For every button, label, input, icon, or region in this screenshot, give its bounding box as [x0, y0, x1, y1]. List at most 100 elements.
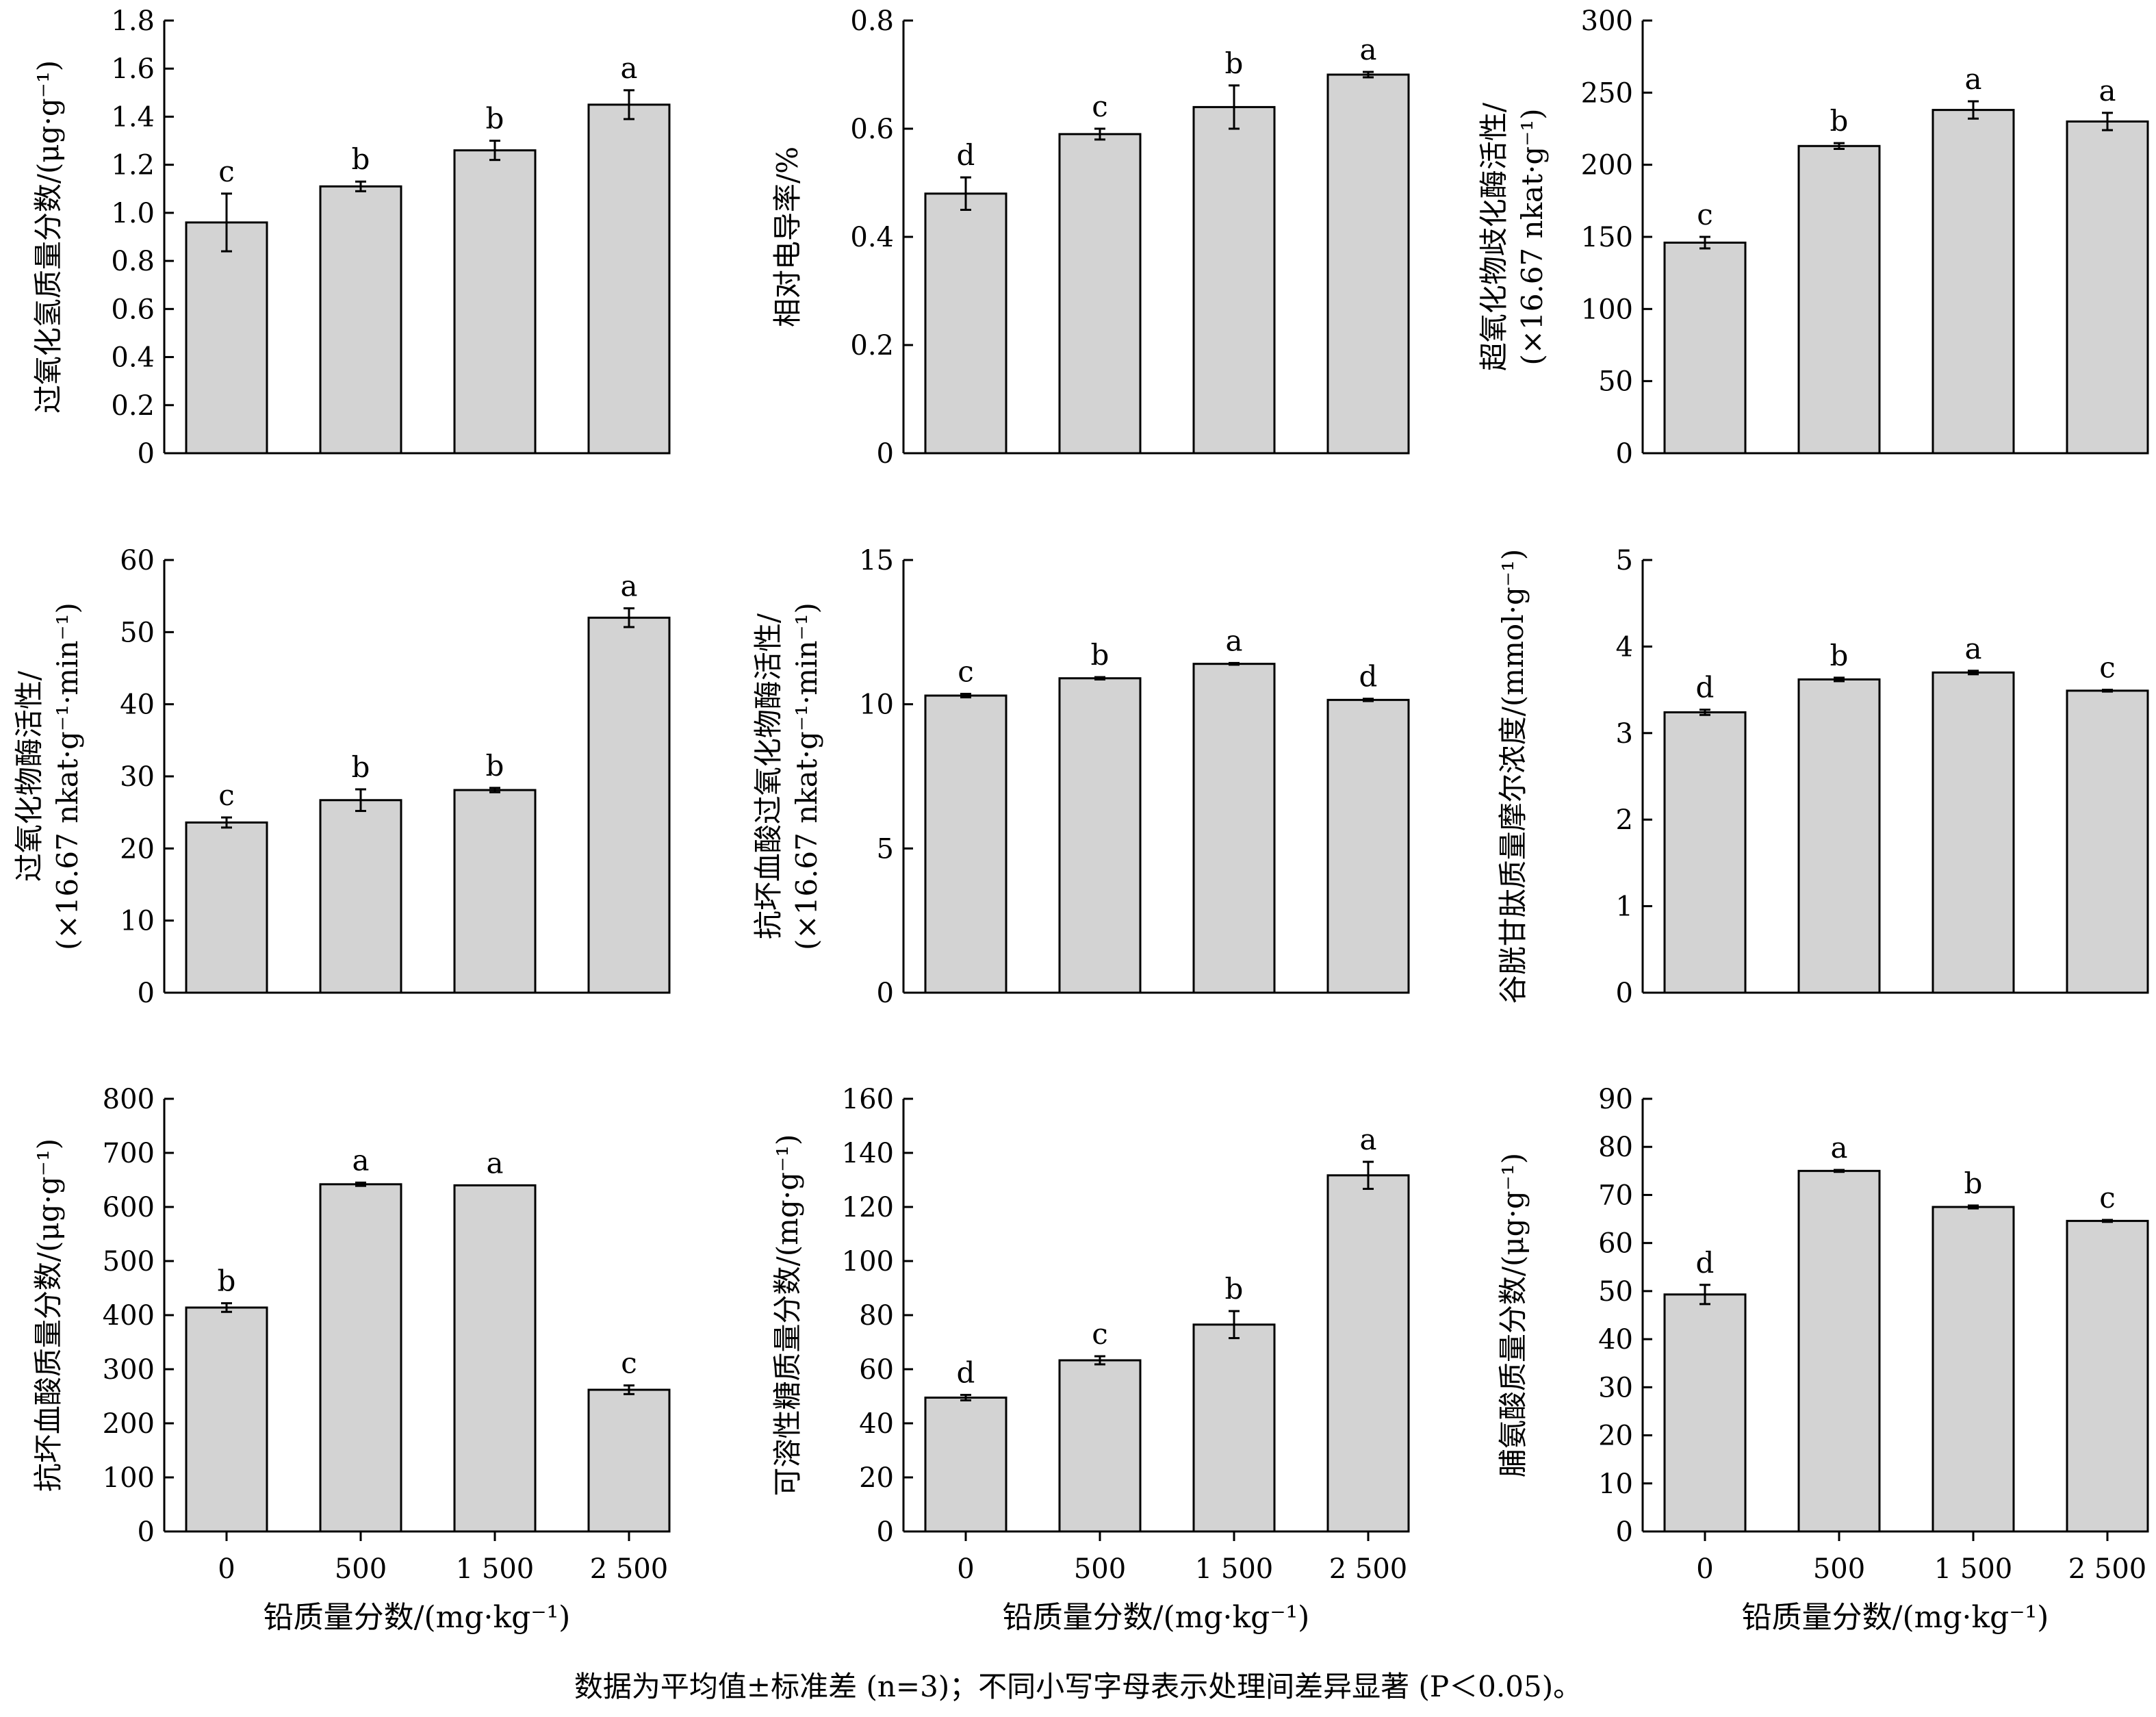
y-tick-label: 0.6 [111, 294, 155, 325]
y-tick-label: 80 [1598, 1132, 1633, 1163]
y-tick-label: 0 [1616, 1516, 1633, 1548]
y-tick-label: 140 [842, 1138, 894, 1169]
y-tick-label: 60 [1598, 1228, 1633, 1260]
y-tick-label: 10 [1598, 1468, 1633, 1500]
y-tick-label: 30 [1598, 1372, 1633, 1403]
significance-letter: c [621, 1347, 637, 1380]
chart-panel-7: 0 100 200 300 400 500 600 700 800 b 0 a 500 a 1 500 c 2 … [31, 1084, 671, 1635]
y-tick-label: 3 [1616, 718, 1633, 750]
y-tick-label: 0.4 [850, 222, 894, 253]
y-tick-label: 0 [1616, 438, 1633, 470]
y-tick-label: 90 [1598, 1084, 1633, 1115]
y-tick-label: 1.0 [111, 198, 155, 229]
y-tick-label: 300 [103, 1354, 155, 1386]
bar [1192, 1323, 1276, 1533]
bar [453, 149, 537, 455]
significance-letter: d [957, 1356, 975, 1390]
y-tick-label: 10 [859, 689, 894, 721]
y-tick-label: 60 [120, 545, 155, 576]
y-tick-label: 50 [1598, 366, 1633, 398]
y-tick-label: 0.4 [111, 342, 155, 374]
significance-letter: c [218, 155, 235, 188]
significance-letter: b [1964, 1167, 1983, 1200]
y-tick-label: 0 [877, 1516, 894, 1548]
bar [1932, 109, 2015, 455]
y-tick-label: 200 [103, 1408, 155, 1440]
bar [185, 821, 268, 994]
chart-panel-4: 0 10 20 30 40 50 60 c b b a 过氧化物酶活性/(×16.67 nkat·g⁻… [12, 545, 671, 1009]
y-axis-label: (×16.67 nkat·g⁻¹·min⁻¹) [51, 602, 84, 950]
y-tick-label: 1.2 [111, 150, 155, 181]
significance-letter: b [1830, 639, 1849, 672]
y-tick-label: 400 [103, 1300, 155, 1332]
bar [924, 192, 1008, 455]
y-tick-label: 100 [103, 1462, 155, 1494]
bar [1932, 1206, 2015, 1533]
chart-panel-8: 0 20 40 60 80 100 120 140 160 d 0 c 500 b 1 500 a 2 500 可… [771, 1084, 1410, 1635]
y-tick-label: 0.2 [850, 330, 894, 361]
significance-letter: a [1359, 1123, 1376, 1156]
y-tick-label: 0 [877, 438, 894, 470]
bar [2066, 1219, 2149, 1533]
y-tick-label: 50 [120, 617, 155, 648]
bar [453, 1184, 537, 1533]
y-axis-label: 相对电导率/% [771, 147, 804, 327]
y-tick-label: 0.6 [850, 114, 894, 145]
y-tick-label: 160 [842, 1084, 894, 1115]
x-tick-label: 500 [1074, 1553, 1126, 1585]
y-tick-label: 40 [1598, 1324, 1633, 1356]
significance-letter: a [620, 51, 637, 85]
bar [1797, 1169, 1881, 1533]
significance-letter: a [1225, 624, 1242, 657]
bar [1326, 73, 1410, 455]
chart-panel-5: 0 5 10 15 c b a d 抗坏血酸过氧化物酶活性/(×16.67 nkat·g⁻¹·m… [752, 545, 1410, 1009]
y-tick-label: 250 [1581, 77, 1633, 109]
significance-letter: b [1091, 638, 1109, 672]
significance-letter: b [1225, 47, 1244, 80]
y-tick-label: 120 [842, 1192, 894, 1223]
significance-letter: c [1092, 1317, 1108, 1351]
bar [1663, 1293, 1747, 1533]
y-tick-label: 600 [103, 1192, 155, 1223]
chart-panel-6: 0 1 2 3 4 5 d b a c 谷胱甘肽质量摩尔浓度/(mmol·g⁻¹) [1496, 545, 2149, 1009]
significance-letter: a [2099, 74, 2116, 107]
significance-letter: b [1830, 104, 1849, 138]
y-tick-label: 20 [1598, 1421, 1633, 1452]
significance-letter: c [2099, 651, 2116, 685]
significance-letter: c [2099, 1181, 2116, 1214]
y-tick-label: 2 [1616, 804, 1633, 836]
y-tick-label: 0 [138, 978, 155, 1009]
y-tick-label: 0.2 [111, 390, 155, 422]
y-axis-label: (×16.67 nkat·g⁻¹·min⁻¹) [790, 602, 823, 950]
y-tick-label: 1.6 [111, 53, 155, 85]
significance-letter: b [218, 1264, 236, 1298]
y-tick-label: 60 [859, 1354, 894, 1386]
y-tick-label: 1.4 [111, 101, 155, 133]
significance-letter: c [958, 654, 974, 688]
x-tick-label: 500 [335, 1553, 387, 1585]
y-axis-label: 抗坏血酸过氧化物酶活性/ [752, 613, 785, 939]
significance-letter: a [1964, 632, 1981, 665]
y-tick-label: 200 [1581, 150, 1633, 181]
x-tick-label: 2 500 [1329, 1553, 1408, 1585]
x-tick-label: 1 500 [1195, 1553, 1274, 1585]
bar [924, 1396, 1008, 1533]
significance-letter: a [352, 1143, 369, 1177]
y-axis-label: 脯氨酸质量分数/(μg·g⁻¹) [1496, 1153, 1530, 1477]
y-tick-label: 40 [859, 1408, 894, 1440]
y-tick-label: 0 [138, 1516, 155, 1548]
bar [924, 694, 1008, 994]
y-tick-label: 700 [103, 1138, 155, 1169]
y-tick-label: 20 [120, 833, 155, 865]
bar [2066, 120, 2149, 455]
y-tick-label: 0.8 [850, 5, 894, 37]
bar [319, 185, 402, 455]
y-tick-label: 70 [1598, 1180, 1633, 1211]
y-tick-label: 1.8 [111, 5, 155, 37]
bar [185, 221, 268, 455]
y-tick-label: 500 [103, 1246, 155, 1277]
y-tick-label: 5 [1616, 545, 1633, 576]
bar [319, 799, 402, 994]
bar [1058, 1359, 1142, 1533]
